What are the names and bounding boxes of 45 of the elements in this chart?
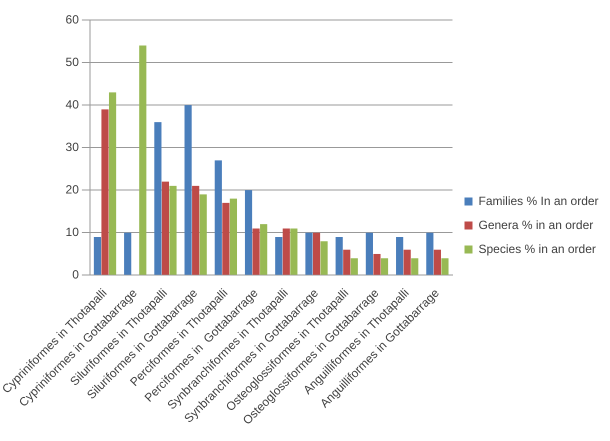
bar [282,228,290,275]
bar [139,46,146,275]
bar [426,232,434,275]
bar [312,232,320,275]
bar [411,258,418,275]
bar [94,236,102,275]
bar [244,190,252,275]
bar [222,202,230,275]
bar [154,122,162,275]
bar [260,224,268,275]
y-tick-label: 10 [66,225,80,240]
y-tick-label: 20 [66,182,80,196]
bar [320,241,328,275]
bar [108,92,116,275]
bar [230,198,238,275]
bar [350,258,358,275]
bar [214,160,222,275]
bar [380,258,388,275]
y-tick-label: 60 [66,12,80,26]
bar [169,186,177,275]
bar [290,228,298,275]
bar [441,258,449,275]
bar [192,186,200,275]
y-tick-label: 40 [66,97,80,112]
y-tick-label: 50 [66,54,80,69]
y-tick-label: 0 [72,268,80,282]
bar [434,250,441,275]
bar [336,236,343,275]
bar [305,232,313,275]
bar [200,194,207,275]
bar [275,236,282,275]
bar [124,232,132,275]
legend-label: Genera % in an order [478,218,594,232]
bar [366,232,373,275]
bar [343,250,350,275]
bar [184,105,192,275]
legend-label: Species % in an order [478,242,596,256]
bar [373,254,381,275]
legend-label: Families % In an order [478,194,599,208]
bar [101,109,109,275]
bar [252,228,260,275]
bar [396,236,404,275]
y-tick-label: 30 [66,140,80,154]
bar [404,250,411,275]
bar [162,182,170,275]
